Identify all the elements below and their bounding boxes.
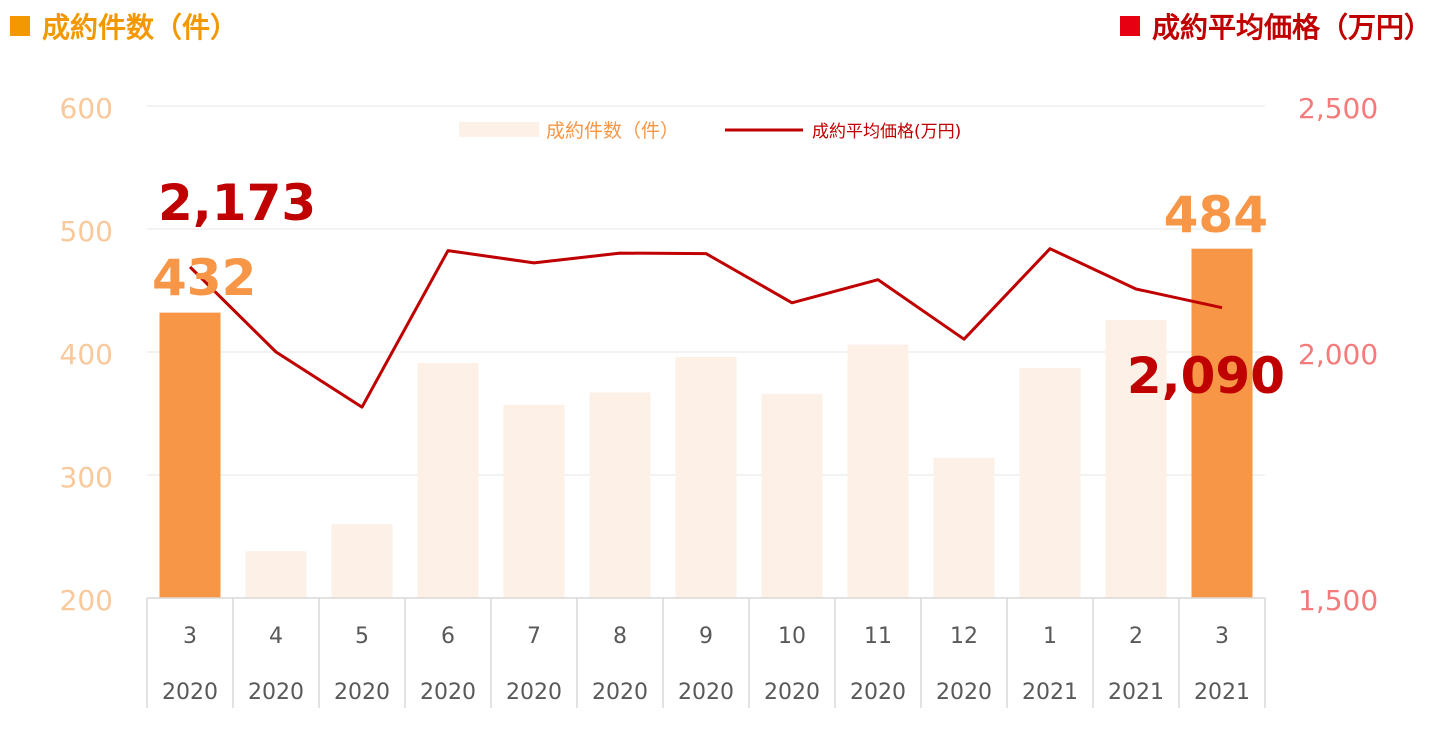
x-tick-label-month: 8 [613, 624, 627, 649]
right-axis-title: 成約平均価格（万円） [1119, 6, 1432, 46]
left-axis-title: 成約件数（件） [10, 6, 238, 46]
x-tick-label-month: 12 [950, 624, 978, 649]
bar [159, 312, 221, 598]
legend-bar-label: 成約件数（件） [546, 120, 679, 142]
legend-line-label: 成約平均価格(万円) [812, 122, 961, 142]
right-axis-tick-label: 2,500 [1298, 92, 1378, 125]
x-tick-label-month: 7 [527, 624, 541, 649]
x-tick-label-month: 5 [355, 624, 369, 649]
bar [417, 363, 479, 598]
right-axis-tick-label: 2,000 [1298, 338, 1378, 371]
x-tick-label-month: 9 [699, 624, 713, 649]
x-tick-label-year: 2020 [850, 680, 906, 705]
x-tick-label-year: 2020 [420, 680, 476, 705]
x-tick-label-year: 2021 [1108, 680, 1164, 705]
x-tick-label-month: 2 [1129, 624, 1143, 649]
bar [245, 551, 307, 598]
x-tick-label-month: 3 [183, 624, 197, 649]
x-tick-label-month: 4 [269, 624, 283, 649]
left-axis-tick-label: 200 [60, 584, 113, 617]
x-tick-label-year: 2020 [592, 680, 648, 705]
bar [1105, 320, 1167, 598]
callout-price-end: 2,090 [1127, 347, 1285, 405]
callout-count-end: 484 [1164, 186, 1268, 244]
right-axis-title-text: 成約平均価格（万円） [1151, 11, 1432, 44]
x-tick-label-year: 2021 [1022, 680, 1078, 705]
x-tick-label-year: 2020 [764, 680, 820, 705]
bar [933, 457, 995, 598]
red-square-icon [1119, 16, 1140, 36]
bar [331, 524, 393, 598]
bar [1019, 367, 1081, 598]
x-tick-label-year: 2020 [678, 680, 734, 705]
x-tick-label-month: 1 [1043, 624, 1057, 649]
bar [847, 344, 909, 598]
orange-square-icon [10, 16, 30, 36]
left-axis-tick-label: 600 [60, 92, 113, 125]
x-tick-label-year: 2021 [1194, 680, 1250, 705]
bar [1191, 248, 1253, 598]
bar [503, 404, 565, 598]
bar [675, 356, 737, 598]
price-line [188, 247, 1223, 409]
x-tick-label-year: 2020 [506, 680, 562, 705]
left-axis-tick-label: 400 [60, 338, 113, 371]
right-axis-tick-label: 1,500 [1298, 584, 1378, 617]
x-tick-label-year: 2020 [162, 680, 218, 705]
x-tick-label-month: 3 [1215, 624, 1229, 649]
left-axis-title-text: 成約件数（件） [42, 11, 239, 44]
x-tick-label-year: 2020 [334, 680, 390, 705]
legend-bar-swatch [459, 122, 539, 137]
bar [589, 392, 651, 598]
callout-count-start: 432 [152, 249, 256, 307]
bar [761, 393, 823, 598]
x-tick-label-month: 11 [864, 624, 892, 649]
x-tick-label-month: 10 [778, 624, 806, 649]
callout-price-start: 2,173 [158, 174, 316, 232]
left-axis-tick-label: 500 [60, 215, 113, 248]
left-axis-tick-label: 300 [60, 461, 113, 494]
x-tick-label-year: 2020 [936, 680, 992, 705]
x-tick-label-year: 2020 [248, 680, 304, 705]
x-tick-label-month: 6 [441, 624, 455, 649]
